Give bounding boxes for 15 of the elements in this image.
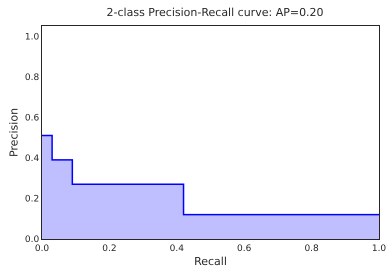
x-tick-label: 0.4 xyxy=(170,244,184,254)
x-tick-label: 0.0 xyxy=(34,244,50,254)
x-axis-title: Recall xyxy=(194,255,227,268)
x-tick-label: 0.6 xyxy=(237,244,252,254)
x-tick-label: 0.2 xyxy=(102,244,117,254)
chart-title: 2-class Precision-Recall curve: AP=0.20 xyxy=(106,6,324,19)
y-tick-label: 0.6 xyxy=(24,113,40,124)
y-tick-label: 1.0 xyxy=(24,32,40,42)
y-tick-label: 0.0 xyxy=(24,235,40,246)
y-tick-label: 0.8 xyxy=(24,72,40,83)
y-tick-label: 0.2 xyxy=(24,194,40,205)
x-tick-label: 1.0 xyxy=(372,244,386,254)
x-tick-label: 0.8 xyxy=(304,244,320,254)
y-tick-label: 0.4 xyxy=(24,154,40,164)
y-axis-title: Precision xyxy=(8,108,21,158)
